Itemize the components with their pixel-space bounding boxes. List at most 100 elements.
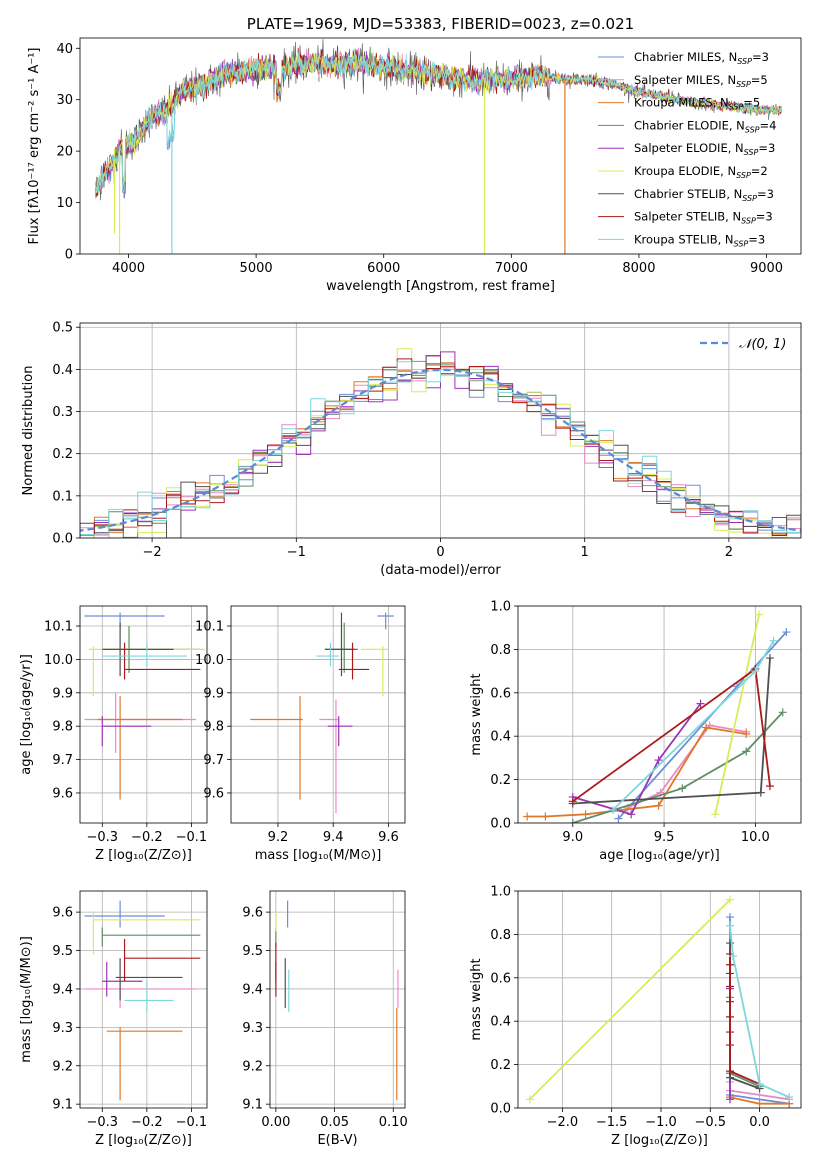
x-tick-label: 5000 <box>240 261 273 276</box>
weight-marker <box>765 782 774 791</box>
weight-marker <box>755 610 764 619</box>
y-tick-label: 0.2 <box>490 1058 511 1073</box>
x-tick-label: 0.00 <box>261 1115 290 1130</box>
y-tick-label: 0.6 <box>490 686 511 701</box>
legend: Chabrier MILES, NSSP=3 Salpeter MILES, NS… <box>598 50 776 248</box>
axes-frame <box>79 322 802 539</box>
y-tick-label: 9.1 <box>52 1098 73 1113</box>
x-tick-label: 0 <box>436 545 444 560</box>
weight-marker <box>726 939 735 948</box>
x-tick-label: −0.2 <box>131 830 163 845</box>
y-tick-label: 9.3 <box>242 1021 263 1036</box>
x-axis-label: Z [log₁₀(Z/Z⊙)] <box>611 1133 708 1148</box>
y-tick-label: 9.5 <box>52 944 73 959</box>
weight-marker <box>726 1028 735 1037</box>
y-tick-label: 0.5 <box>52 321 73 336</box>
x-axis-label: wavelength [Angstrom, rest frame] <box>326 279 555 294</box>
y-tick-label: 0.6 <box>490 971 511 986</box>
y-tick-label: 0.0 <box>490 817 511 832</box>
y-tick-label: 9.9 <box>52 686 73 701</box>
y-tick-label: 9.9 <box>203 686 224 701</box>
weight-marker <box>726 1067 735 1076</box>
axes-frame <box>517 605 802 824</box>
x-tick-label: 2 <box>725 545 733 560</box>
weight-marker <box>778 708 787 717</box>
x-tick-label: −0.2 <box>131 1115 163 1130</box>
x-tick-label: −0.3 <box>86 830 118 845</box>
y-tick-label: 0.4 <box>490 1015 511 1030</box>
plot-area <box>270 891 405 1108</box>
y-tick-label: 9.8 <box>52 720 73 735</box>
y-tick-label: 10.0 <box>195 653 224 668</box>
weight-marker <box>678 784 687 793</box>
weight-marker <box>726 982 735 991</box>
y-tick-label: 0.4 <box>490 730 511 745</box>
y-tick-label: 9.6 <box>203 786 224 801</box>
x-tick-label: 10.0 <box>741 830 770 845</box>
y-tick-label: 9.1 <box>242 1098 263 1113</box>
x-tick-label: 0.05 <box>320 1115 349 1130</box>
y-tick-label: 9.7 <box>203 753 224 768</box>
y-axis-label: Normed distribution <box>21 366 36 496</box>
y-tick-label: 9.3 <box>52 1021 73 1036</box>
x-tick-label: 7000 <box>495 261 528 276</box>
x-tick-label: 9.6 <box>378 830 399 845</box>
y-tick-label: 9.5 <box>242 944 263 959</box>
panel-mass_vs_ebv: 0.00 0.05 0.10 9.1 9.2 9.3 9.4 9.5 9.6 E(B-V) <box>242 890 408 1148</box>
weight-marker <box>782 628 791 637</box>
weight-marker <box>769 636 778 645</box>
weight-marker <box>726 921 735 930</box>
axes-frame <box>79 890 208 1109</box>
panel-mass_vs_Z: −0.3 −0.2 −0.1 9.1 9.2 9.3 9.4 9.5 9.6 Z [log₁₀(Z… <box>19 890 208 1148</box>
weight-marker <box>726 1095 735 1104</box>
x-axis-label: Z [log₁₀(Z/Z⊙)] <box>95 848 192 863</box>
legend-label: Chabrier STELIB, NSSP=3 <box>634 187 774 203</box>
weight-line-k_elodie <box>529 899 731 1100</box>
weight-marker <box>523 812 532 821</box>
weight-marker <box>581 810 590 819</box>
weight-marker <box>726 913 735 922</box>
legend-label: Kroupa ELODIE, NSSP=2 <box>634 164 768 180</box>
axes-frame <box>79 605 208 824</box>
x-tick-label: −0.1 <box>176 1115 208 1130</box>
y-tick-label: 0.0 <box>490 1102 511 1117</box>
x-tick-label: −0.5 <box>694 1115 726 1130</box>
legend-label: Kroupa STELIB, NSSP=3 <box>634 232 765 248</box>
panel-spectrum: 4000 5000 6000 7000 8000 9000 0 10 20 30 40 wavelen… <box>27 15 802 294</box>
x-tick-label: 8000 <box>622 261 655 276</box>
y-axis-label: age [log₁₀(age/yr)] <box>19 654 34 775</box>
x-tick-label: 9.4 <box>323 830 344 845</box>
x-tick-label: 0.0 <box>749 1115 770 1130</box>
x-tick-label: 9.2 <box>268 830 289 845</box>
y-tick-label: 1.0 <box>490 885 511 900</box>
panel-weight_vs_Z: −2.0 −1.5 −1.0 −0.5 0.0 0.0 0.2 0.4 0.6 0.8 1.0 Z [… <box>469 885 802 1148</box>
x-tick-label: −1 <box>287 545 306 560</box>
axes-frame <box>269 890 406 1109</box>
x-tick-label: −1.5 <box>596 1115 628 1130</box>
x-axis-label: (data-model)/error <box>380 563 501 578</box>
x-tick-label: 9000 <box>750 261 783 276</box>
y-tick-label: 9.2 <box>52 1059 73 1074</box>
y-tick-label: 0 <box>65 248 73 263</box>
x-tick-label: 9.5 <box>654 830 675 845</box>
x-tick-label: 9.0 <box>562 830 583 845</box>
weight-marker <box>711 810 720 819</box>
y-tick-label: 0.3 <box>52 405 73 420</box>
weight-marker <box>756 788 765 797</box>
histogram-k_stelib <box>80 361 801 536</box>
weight-marker <box>726 997 735 1006</box>
panel-age_vs_mass: 9.2 9.4 9.6 9.6 9.7 9.8 9.9 10.0 10.1 mass [log₁₀… <box>195 605 406 863</box>
y-tick-label: 9.6 <box>52 786 73 801</box>
weight-marker <box>755 1080 764 1089</box>
x-tick-label: 6000 <box>367 261 400 276</box>
axes-frame <box>230 605 406 824</box>
x-tick-label: −1.0 <box>645 1115 677 1130</box>
y-tick-label: 0.0 <box>52 532 73 547</box>
plot-area <box>518 606 801 823</box>
weight-marker <box>728 952 737 961</box>
y-tick-label: 10.0 <box>44 653 73 668</box>
weight-marker <box>568 797 577 806</box>
y-tick-label: 9.4 <box>242 982 263 997</box>
weight-line-k_stelib <box>612 640 775 811</box>
